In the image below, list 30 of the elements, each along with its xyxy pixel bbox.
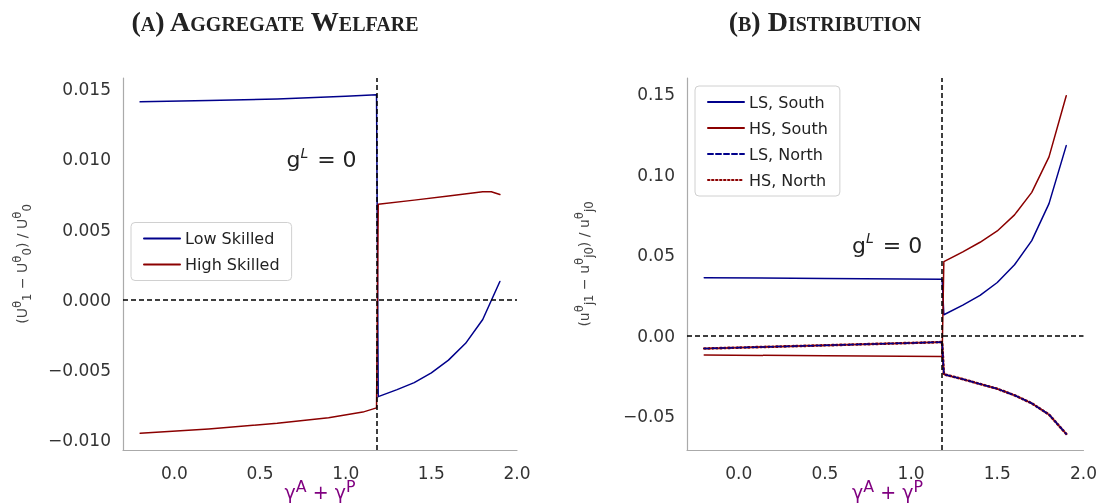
y-tick-label: 0.010 xyxy=(62,149,111,170)
legend-label: LS, South xyxy=(749,92,825,112)
y-tick-label: 0.00 xyxy=(637,325,675,346)
chart-title: (a) Aggregate Welfare xyxy=(130,6,420,38)
x-tick-label: 0.5 xyxy=(811,462,839,483)
x-tick-label: 1.5 xyxy=(983,462,1011,483)
legend-label: High Skilled xyxy=(185,255,280,274)
legend-label: LS, North xyxy=(749,144,823,164)
y-tick-label: −0.05 xyxy=(622,406,675,427)
y-tick-label: 0.015 xyxy=(62,79,111,100)
y-tick-label: 0.10 xyxy=(637,164,675,185)
x-tick-label: 0.5 xyxy=(246,462,274,483)
legend-label: Low Skilled xyxy=(185,229,275,248)
x-tick-label: 2.0 xyxy=(503,462,531,483)
line-series xyxy=(703,94,1067,358)
line-series xyxy=(139,190,501,434)
x-tick-label: 0.0 xyxy=(725,462,753,483)
chart-title: (b) Distribution xyxy=(727,6,923,38)
y-tick-label: 0.05 xyxy=(637,245,675,266)
y-tick-label: −0.010 xyxy=(48,430,111,451)
y-tick-label: 0.005 xyxy=(62,219,111,240)
y-tick-label: −0.005 xyxy=(48,359,111,380)
x-tick-label: 2.0 xyxy=(1069,462,1098,483)
legend-label: HS, North xyxy=(749,170,827,190)
legend-label: HS, South xyxy=(749,118,828,138)
line-series xyxy=(703,144,1067,316)
x-tick-label: 0.0 xyxy=(160,462,188,483)
x-tick-label: 1.5 xyxy=(417,462,445,483)
y-tick-label: 0.000 xyxy=(62,289,111,310)
y-tick-label: 0.15 xyxy=(637,84,675,105)
